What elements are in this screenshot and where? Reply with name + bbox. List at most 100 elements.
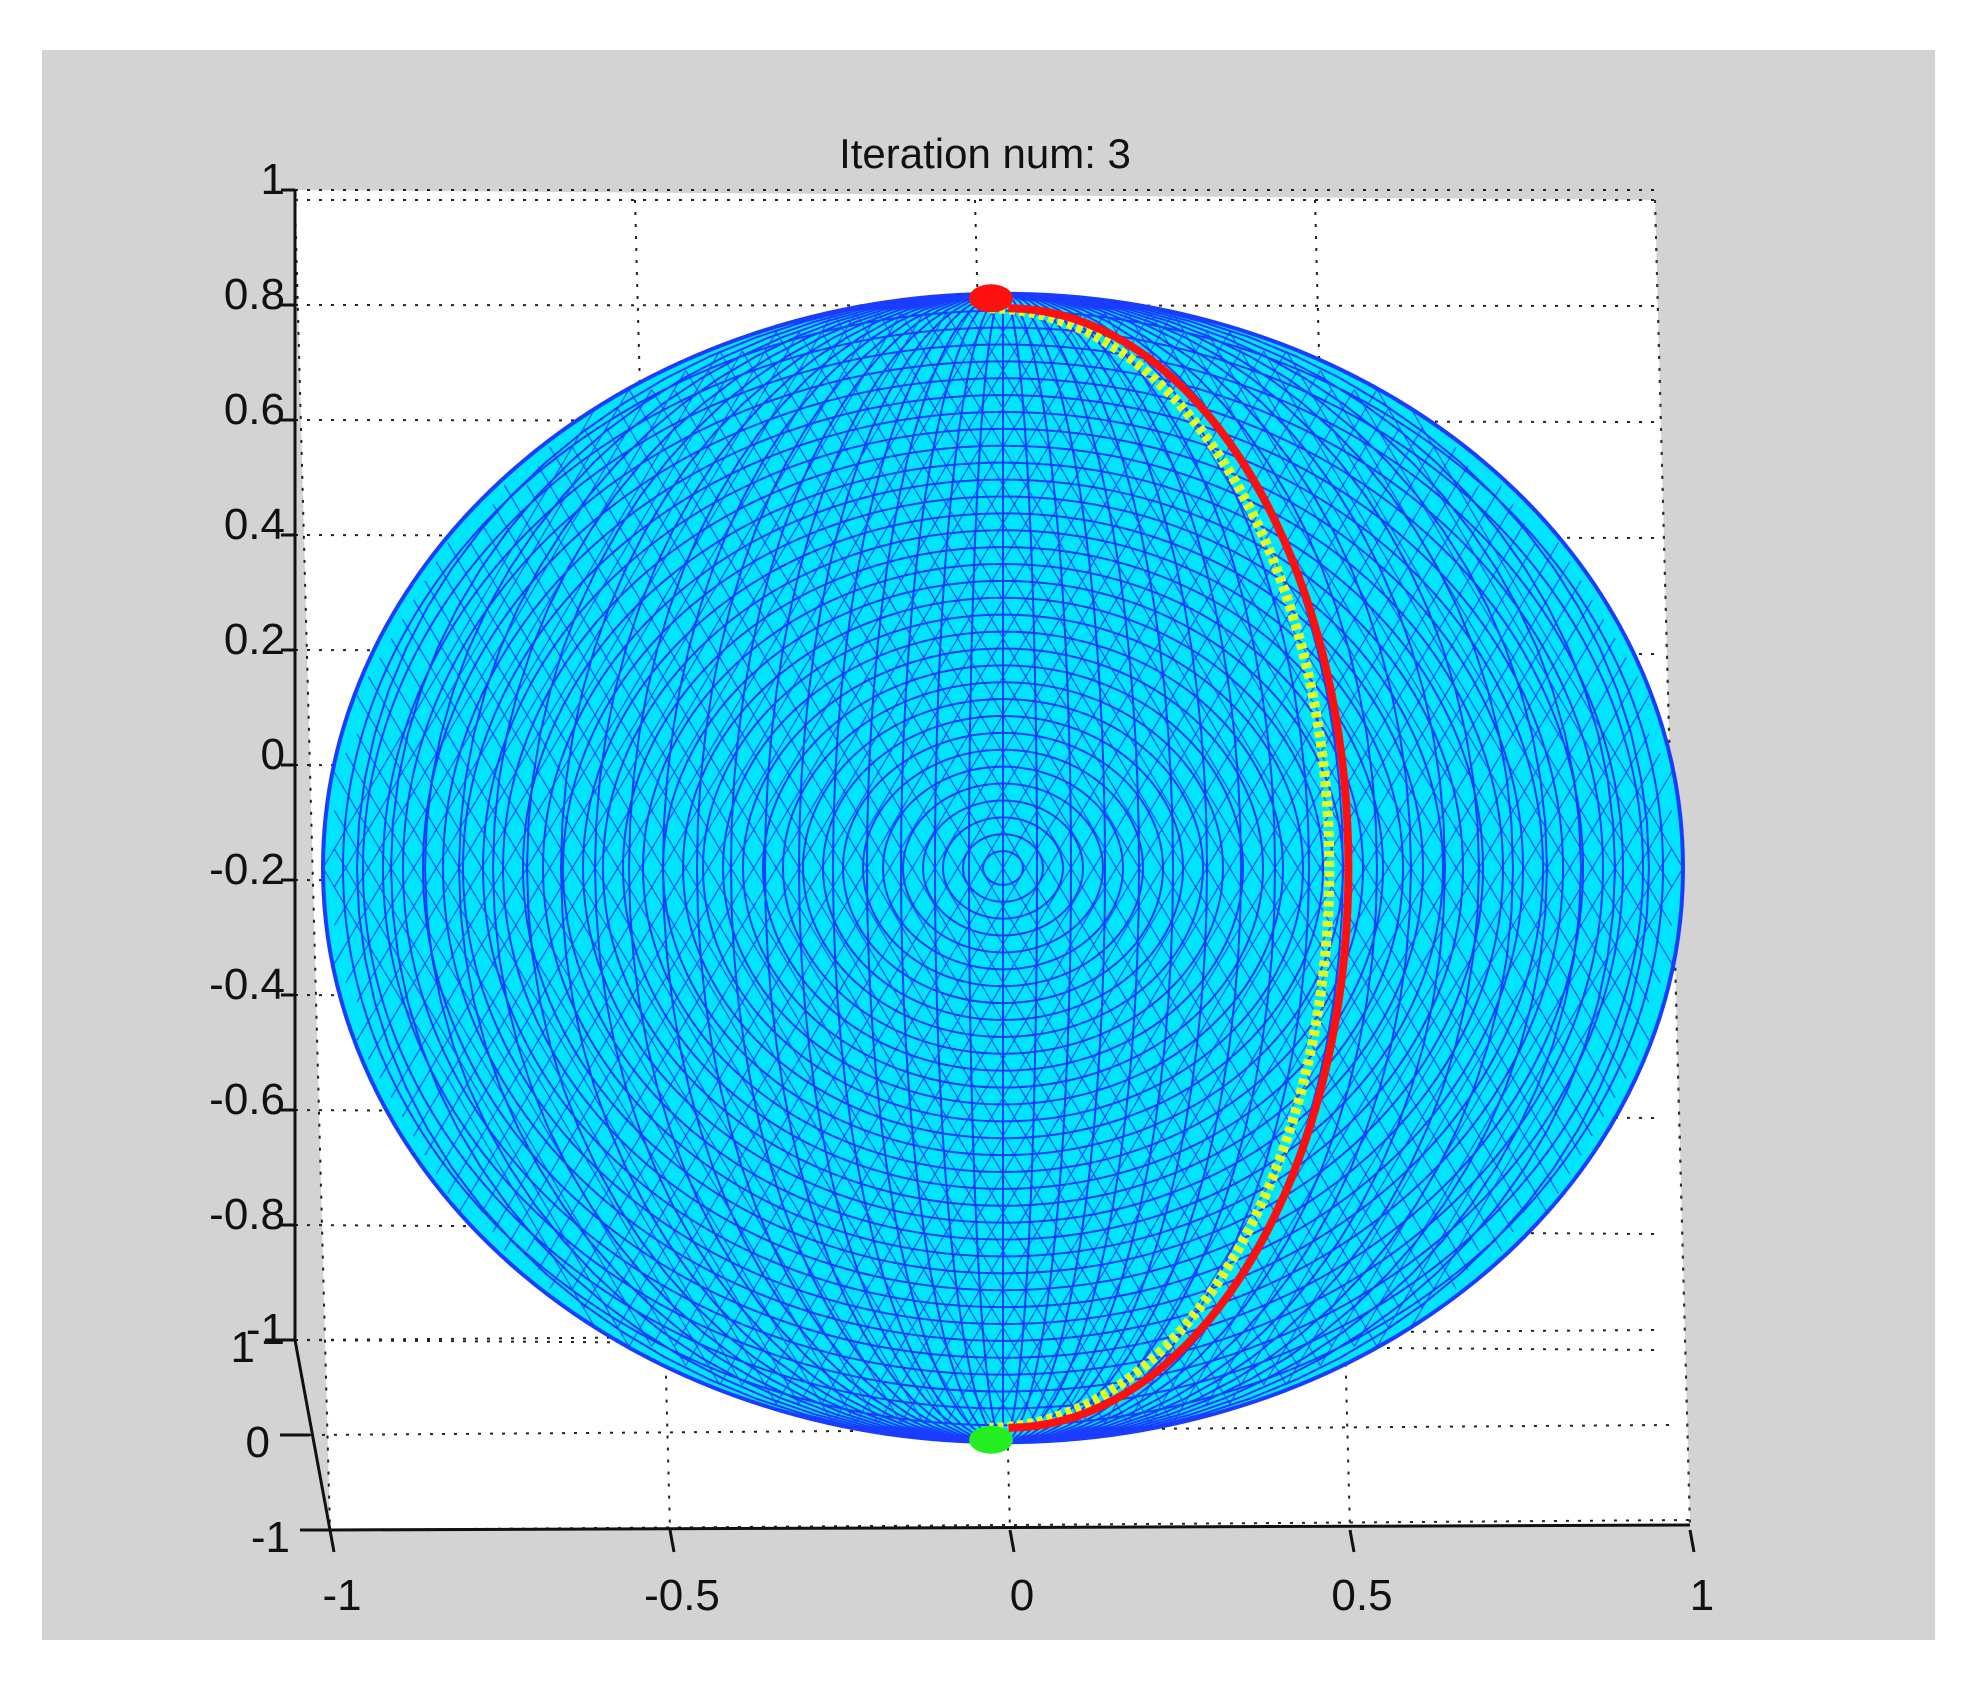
- mesh-diagonal: [1376, 389, 1673, 888]
- end-marker: [969, 1425, 1013, 1454]
- mesh-diagonal: [923, 312, 1480, 1252]
- mesh-meridian: [831, 292, 1004, 1444]
- mesh-diagonal: [628, 389, 1231, 1405]
- x-tick-mark: [1008, 1529, 1016, 1553]
- mesh-diagonal: [1353, 810, 1673, 1347]
- mesh-diagonal: [333, 370, 687, 965]
- axis-line: [293, 1339, 332, 1531]
- mesh-diagonal: [1036, 312, 1559, 1194]
- start-marker: [969, 284, 1013, 313]
- mesh-diagonal: [549, 312, 1129, 1290]
- z-tick-label: 0.8: [224, 270, 285, 319]
- mesh-diagonal: [832, 312, 1423, 1309]
- mesh-diagonal: [1104, 312, 1593, 1137]
- mesh-meridian: [1002, 292, 1651, 1444]
- mesh-diagonal: [481, 312, 1015, 1213]
- chart-title: Iteration num: 3: [839, 130, 1131, 177]
- mesh-diagonal: [605, 331, 1185, 1309]
- mesh-meridian: [1002, 292, 1175, 1444]
- mesh-diagonal: [390, 637, 857, 1424]
- mesh-diagonal: [356, 331, 777, 1041]
- mesh-meridian: [1002, 292, 1243, 1444]
- mesh-diagonal: [1172, 312, 1627, 1079]
- mesh-diagonal: [1206, 676, 1639, 1405]
- mesh-diagonal: [719, 350, 1321, 1366]
- mesh-diagonal: [571, 446, 1151, 1424]
- mesh-meridian: [1002, 292, 1583, 1444]
- mesh-diagonal: [469, 542, 1004, 1443]
- mesh-meridian: [1002, 292, 1311, 1444]
- mesh-meridian: [491, 292, 1004, 1444]
- mesh-diagonal: [764, 389, 1355, 1386]
- mesh-diagonal: [945, 312, 1503, 1252]
- z-tick-label: 0: [261, 730, 285, 779]
- x-tick-label: 0: [1010, 1571, 1034, 1620]
- mesh-meridian: [1002, 292, 1447, 1444]
- mesh-diagonal: [741, 350, 1333, 1347]
- z-tick-label: 0.6: [224, 385, 285, 434]
- mesh-diagonal: [1059, 312, 1571, 1175]
- mesh-diagonal: [1353, 389, 1673, 926]
- mesh-diagonal: [1285, 752, 1661, 1386]
- mesh-diagonal: [991, 523, 1525, 1424]
- mesh-diagonal: [503, 484, 1061, 1424]
- axis-line: [329, 1523, 1691, 1532]
- sphere-surface: [321, 291, 1685, 1445]
- z-tick-label: -0.4: [209, 960, 285, 1009]
- mesh-meridian: [1002, 292, 1039, 1444]
- z-tick-label: 0.4: [224, 500, 285, 549]
- mesh-diagonal: [900, 312, 1469, 1271]
- mesh-diagonal: [877, 446, 1457, 1424]
- mesh-diagonal: [945, 484, 1503, 1424]
- mesh-diagonal: [855, 312, 1435, 1290]
- mesh-diagonal: [345, 350, 721, 984]
- y-tick-label: 1: [231, 1323, 255, 1372]
- mesh-diagonal: [628, 331, 1231, 1347]
- mesh-diagonal: [333, 771, 687, 1366]
- mesh-diagonal: [1263, 350, 1650, 1003]
- path-trail: [989, 303, 1335, 1433]
- mesh-diagonal: [571, 312, 1151, 1290]
- z-tick-label: 1: [261, 155, 285, 204]
- mesh-diagonal: [1081, 580, 1582, 1424]
- mesh-diagonal: [1376, 848, 1673, 1347]
- mesh-diagonal: [526, 484, 1083, 1424]
- mesh-meridian: [967, 292, 1004, 1444]
- x-tick-mark: [668, 1529, 676, 1553]
- x-tick-label: -1: [322, 1571, 361, 1620]
- mesh-diagonal: [1036, 542, 1559, 1424]
- mesh-diagonal: [481, 523, 1015, 1424]
- mesh-diagonal: [1229, 695, 1650, 1405]
- mesh-meridian: [899, 292, 1004, 1444]
- mesh-diagonal: [1319, 370, 1673, 965]
- mesh-meridian: [763, 292, 1004, 1444]
- mesh-diagonal: [503, 312, 1061, 1252]
- mesh-diagonal: [707, 370, 1299, 1366]
- mesh-diagonal: [1410, 867, 1684, 1328]
- mesh-meridian: [355, 292, 1004, 1444]
- mesh-diagonal: [413, 312, 902, 1137]
- mesh-diagonal: [900, 465, 1469, 1424]
- mesh-diagonal: [798, 331, 1389, 1328]
- x-tick-mark: [1688, 1529, 1696, 1553]
- mesh-diagonal: [1206, 331, 1639, 1060]
- mesh-meridian: [695, 292, 1004, 1444]
- mesh-meridian: [1002, 292, 1379, 1444]
- y-tick-label: -1: [251, 1513, 290, 1562]
- mesh-meridian: [1002, 292, 1515, 1444]
- mesh-diagonal: [764, 350, 1355, 1347]
- mesh-diagonal: [991, 312, 1525, 1213]
- mesh-meridian: [423, 292, 1004, 1444]
- mesh-diagonal: [1002, 542, 1537, 1443]
- x-tick-label: 0.5: [1331, 1571, 1392, 1620]
- mesh-meridian: [627, 292, 1004, 1444]
- z-tick-label: 0.2: [224, 615, 285, 664]
- mesh-diagonal: [605, 427, 1185, 1405]
- mesh-diagonal: [1319, 771, 1673, 1366]
- z-tick-label: -0.6: [209, 1075, 285, 1124]
- mesh-diagonal: [741, 389, 1333, 1386]
- mesh-diagonal: [855, 446, 1435, 1424]
- mesh-diagonal: [345, 752, 721, 1386]
- z-tick-label: -0.8: [209, 1190, 285, 1239]
- mesh-diagonal: [1229, 331, 1650, 1041]
